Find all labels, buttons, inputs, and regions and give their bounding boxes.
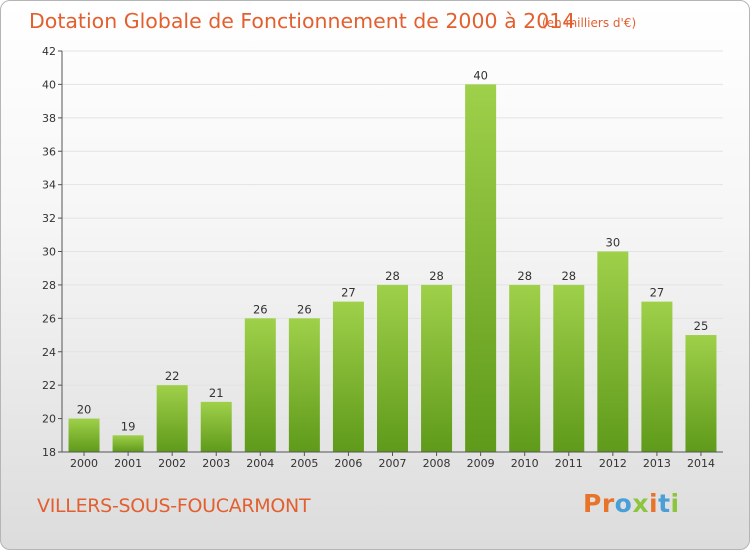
x-tick-label: 2009 [467, 457, 495, 470]
labels: 18 20 22 24 26 28 30 32 34 36 38 40 42 20 2000 19 2001 22… [42, 45, 715, 470]
chart-title: Dotation Globale de Fonctionnement de 20… [29, 9, 576, 33]
y-tick-label: 26 [42, 312, 56, 325]
y-tick-label: 28 [42, 279, 56, 292]
data-label: 22 [165, 369, 180, 383]
y-tick-label: 24 [42, 346, 56, 359]
bar [288, 318, 320, 452]
y-tick-label: 38 [42, 112, 56, 125]
bar [156, 385, 188, 452]
x-tick-label: 2001 [114, 457, 142, 470]
bar [641, 301, 673, 452]
x-tick-label: 2007 [379, 457, 407, 470]
data-label: 26 [253, 302, 268, 316]
x-tick-label: 2002 [158, 457, 186, 470]
data-label: 27 [341, 286, 356, 300]
x-tick-label: 2012 [599, 457, 627, 470]
y-tick-label: 18 [42, 446, 56, 459]
x-tick-label: 2005 [290, 457, 318, 470]
y-tick-label: 20 [42, 413, 56, 426]
proxiti-logo[interactable]: Proxiti [583, 489, 680, 518]
y-tick-label: 30 [42, 246, 56, 259]
data-label: 21 [209, 386, 224, 400]
data-label: 40 [473, 68, 488, 82]
data-label: 28 [561, 269, 576, 283]
y-tick-label: 22 [42, 379, 56, 392]
bar [685, 335, 717, 452]
bar [244, 318, 276, 452]
logo-letter: P [583, 489, 602, 518]
logo-letter: o [614, 489, 633, 518]
x-tick-label: 2013 [643, 457, 671, 470]
bar [332, 301, 364, 452]
bar [68, 418, 100, 452]
x-tick-label: 2004 [246, 457, 274, 470]
x-tick-label: 2003 [202, 457, 230, 470]
bars [68, 84, 717, 453]
chart-unit-label: (en milliers d'€) [542, 16, 637, 30]
y-tick-label: 36 [42, 145, 56, 158]
data-label: 20 [77, 403, 92, 417]
y-tick-label: 42 [42, 45, 56, 58]
logo-letter: i [649, 489, 659, 518]
logo-letter: i [670, 489, 680, 518]
commune-name: VILLERS-SOUS-FOUCARMONT [37, 495, 311, 517]
data-label: 26 [297, 302, 312, 316]
data-label: 28 [517, 269, 532, 283]
bar [553, 284, 585, 452]
x-tick-label: 2014 [687, 457, 715, 470]
x-tick-label: 2006 [334, 457, 362, 470]
data-label: 30 [606, 236, 621, 250]
data-label: 27 [650, 286, 665, 300]
bar [377, 284, 408, 452]
logo-letter: x [632, 489, 649, 518]
bar [597, 251, 629, 452]
y-tick-label: 34 [42, 179, 56, 192]
data-label: 28 [385, 269, 400, 283]
y-tick-label: 32 [42, 212, 56, 225]
x-tick-label: 2010 [511, 457, 539, 470]
data-label: 28 [429, 269, 444, 283]
y-tick-label: 40 [42, 78, 56, 91]
axes [58, 50, 723, 456]
x-tick-label: 2008 [423, 457, 451, 470]
bar [509, 284, 541, 452]
x-tick-label: 2000 [70, 457, 98, 470]
logo-letter: r [601, 489, 615, 518]
bar [465, 84, 497, 453]
bar [200, 401, 232, 452]
bar [421, 284, 453, 452]
data-label: 19 [121, 419, 136, 433]
data-label: 25 [694, 319, 709, 333]
bar [112, 435, 144, 452]
logo-letter: t [658, 489, 671, 518]
x-tick-label: 2011 [555, 457, 583, 470]
